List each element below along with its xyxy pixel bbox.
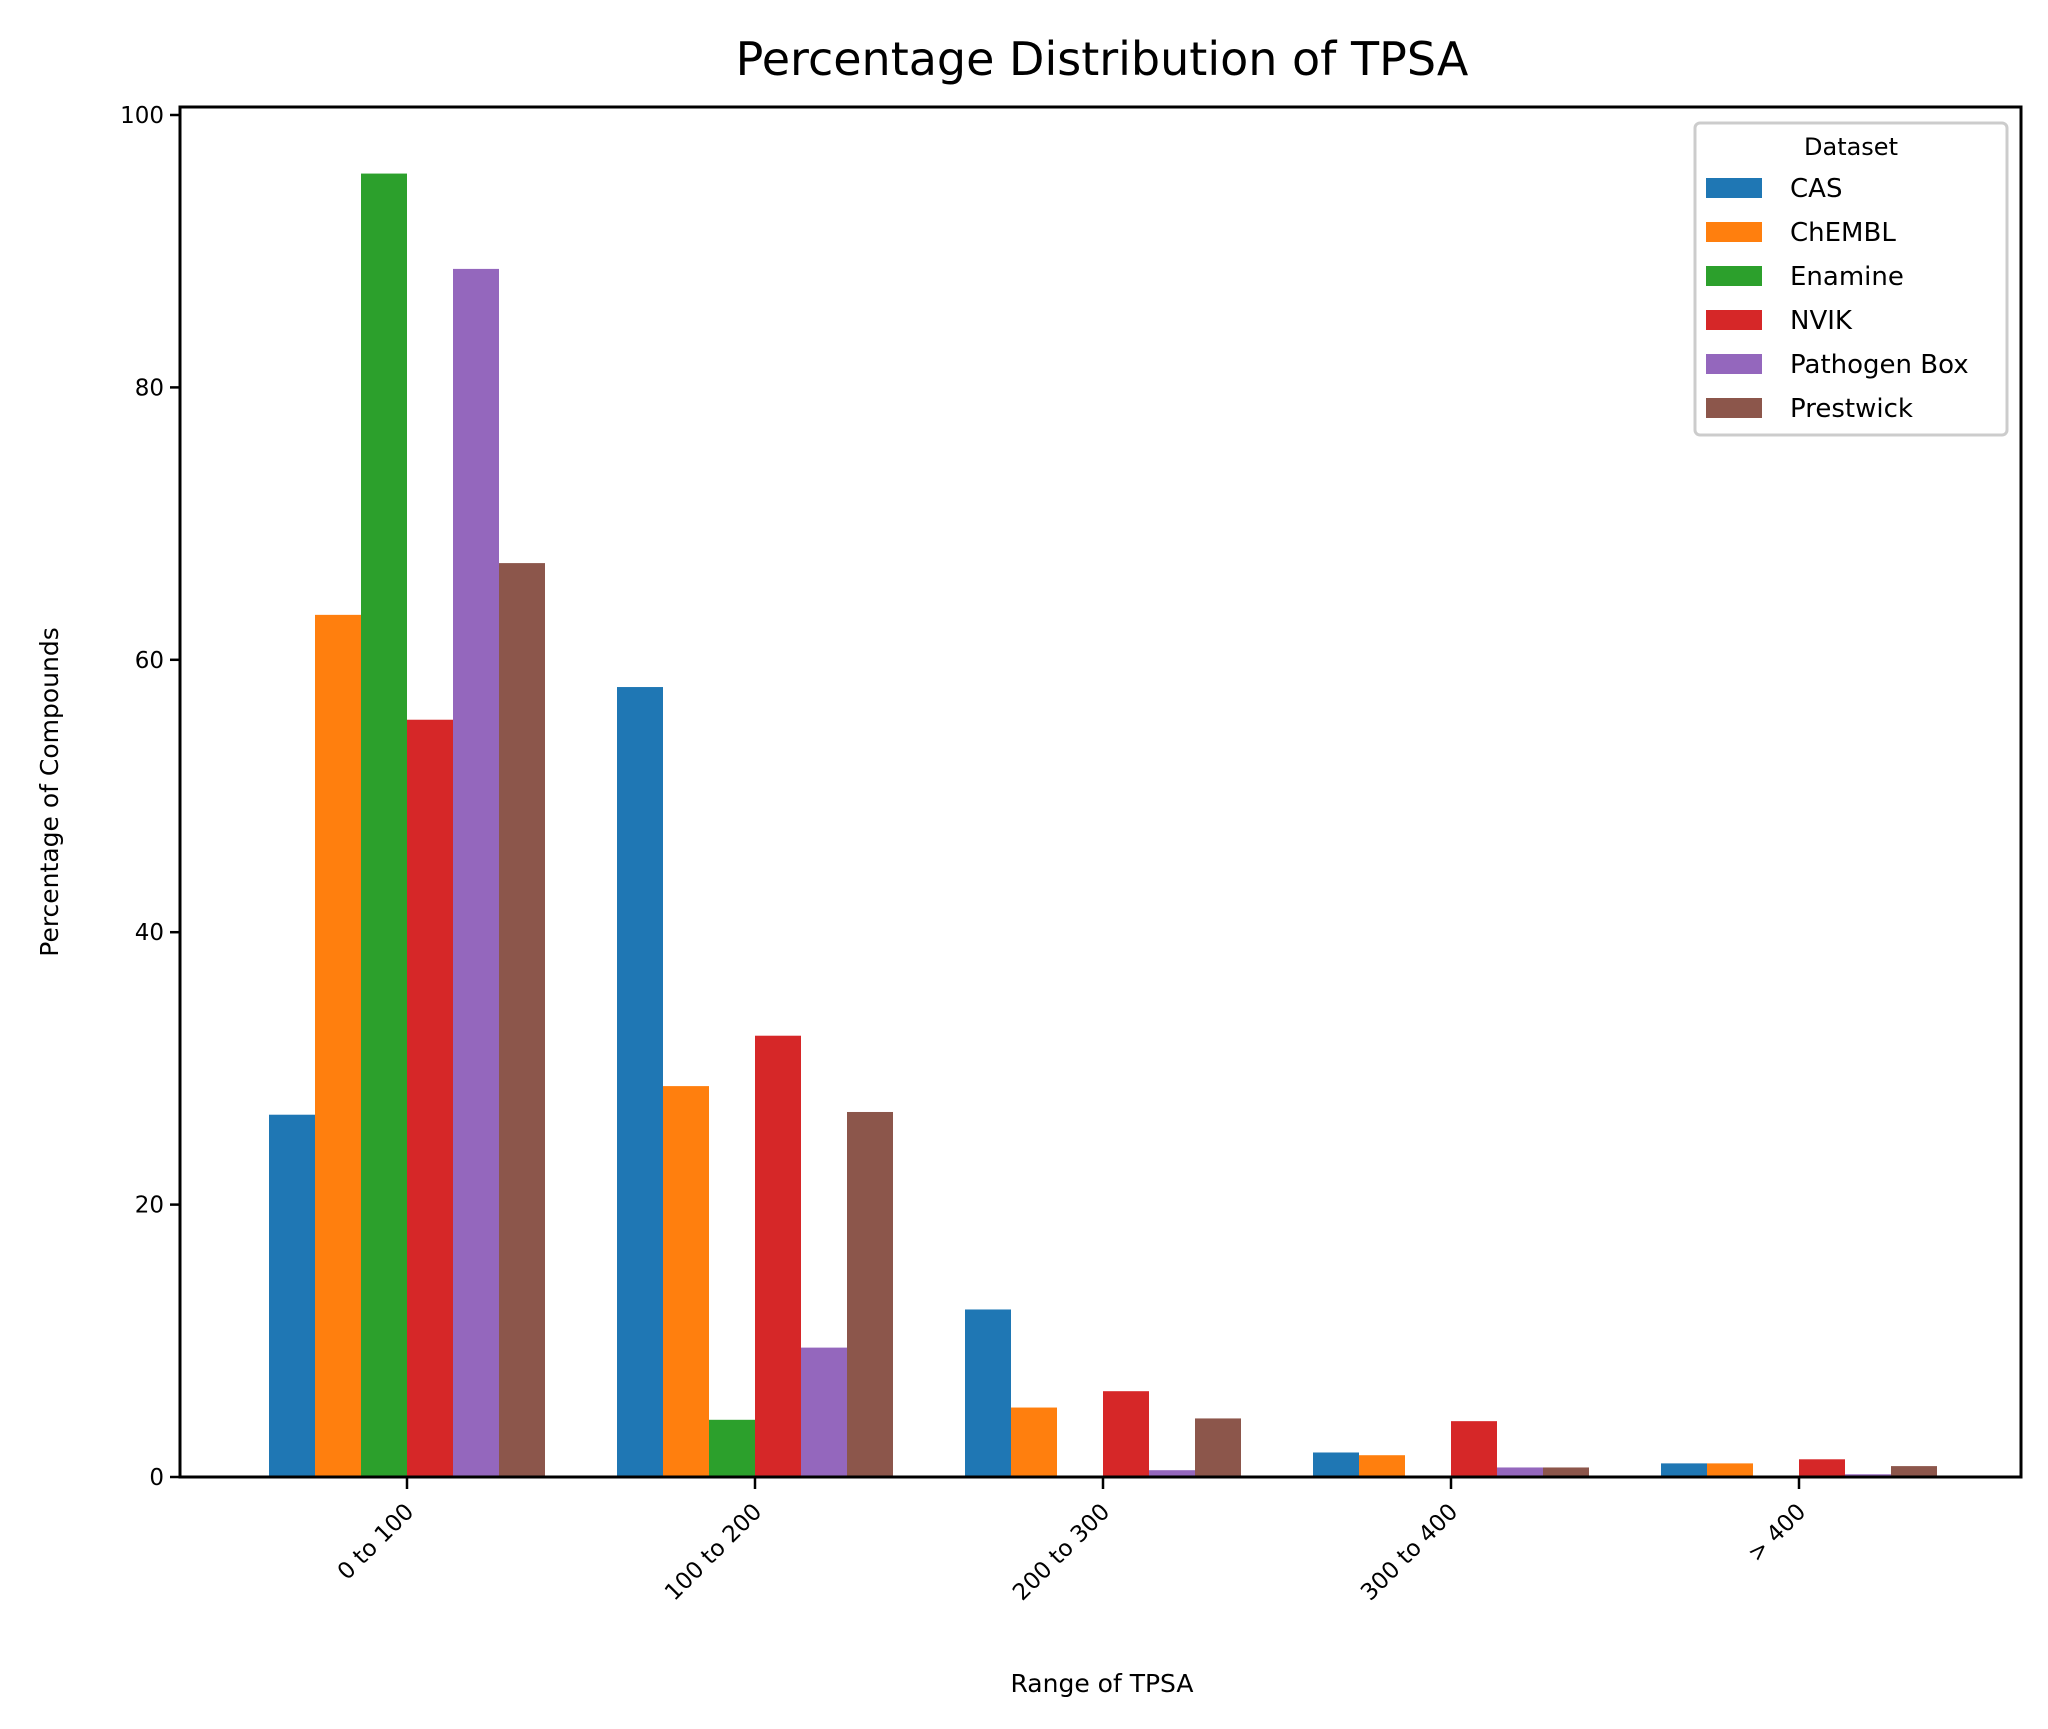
y-tick-label: 40	[135, 920, 164, 946]
bar-cas-1	[617, 687, 663, 1477]
x-tick-label: > 400	[1743, 1499, 1811, 1567]
y-tick-label: 60	[135, 648, 164, 674]
x-tick-label: 100 to 200	[660, 1499, 767, 1606]
bar-prestwick-3	[1543, 1467, 1589, 1477]
bar-pathogen-box-2	[1149, 1470, 1195, 1477]
bar-cas-2	[965, 1309, 1011, 1477]
legend-swatch	[1706, 222, 1762, 242]
legend-frame	[1693, 121, 2009, 437]
legend-swatch	[1706, 398, 1762, 418]
bar-nvik-2	[1103, 1391, 1149, 1477]
legend-label: Enamine	[1790, 262, 1904, 292]
y-tick-label: 20	[135, 1193, 164, 1219]
chart-title: Percentage Distribution of TPSA	[736, 32, 1469, 86]
legend-swatch	[1706, 354, 1762, 374]
legend-swatch	[1706, 310, 1762, 330]
bar-pathogen-box-1	[801, 1347, 847, 1477]
bar-chembl-4	[1707, 1463, 1753, 1477]
legend-items: CAS ChEMBL Enamine NVIK Pathogen Box Prestwic…	[1706, 174, 1969, 424]
bar-prestwick-1	[847, 1111, 893, 1477]
legend-swatch	[1706, 266, 1762, 286]
bar-pathogen-box-3	[1497, 1467, 1543, 1477]
x-tick-label: 200 to 300	[1008, 1499, 1115, 1606]
legend-label: Prestwick	[1790, 394, 1913, 424]
legend: Dataset CAS ChEMBL Enamine NVIK Pathogen Box…	[1693, 121, 2009, 437]
y-tick-label: 80	[135, 375, 164, 401]
legend-title: Dataset	[1804, 133, 1898, 161]
x-tick-label: 300 to 400	[1356, 1499, 1463, 1606]
bar-chembl-1	[663, 1086, 709, 1477]
plot-frame	[178, 105, 2023, 1479]
bar-nvik-1	[755, 1035, 801, 1477]
legend-label: CAS	[1790, 174, 1842, 204]
bar-chembl-2	[1011, 1407, 1057, 1477]
bar-pathogen-box-0	[453, 268, 499, 1477]
y-axis-label: Percentage of Compounds	[35, 627, 64, 956]
bar-nvik-3	[1451, 1421, 1497, 1477]
bar-enamine-0	[361, 173, 407, 1477]
x-axis-label: Range of TPSA	[1010, 1669, 1193, 1698]
bar-prestwick-0	[499, 563, 545, 1477]
bar-cas-0	[269, 1114, 315, 1477]
legend-label: Pathogen Box	[1790, 350, 1969, 380]
bar-nvik-4	[1799, 1459, 1845, 1477]
bar-cas-3	[1313, 1452, 1359, 1477]
legend-swatch	[1706, 178, 1762, 198]
bar-chembl-3	[1359, 1455, 1405, 1477]
bar-nvik-0	[407, 719, 453, 1477]
legend-label: NVIK	[1790, 306, 1853, 336]
bars-layer	[269, 173, 1937, 1477]
bar-cas-4	[1661, 1463, 1707, 1477]
x-tick-label: 0 to 100	[333, 1499, 419, 1585]
bar-prestwick-2	[1195, 1418, 1241, 1477]
legend-label: ChEMBL	[1790, 218, 1896, 248]
bar-enamine-1	[709, 1419, 755, 1477]
x-axis: 0 to 100 100 to 200 200 to 300 300 to 400 > …	[333, 1477, 1811, 1606]
bar-prestwick-4	[1891, 1466, 1937, 1477]
y-tick-label: 0	[149, 1465, 164, 1491]
bar-chembl-0	[315, 614, 361, 1477]
y-tick-label: 100	[120, 103, 164, 129]
y-axis: 0 20 40 60 80 100	[120, 103, 180, 1491]
